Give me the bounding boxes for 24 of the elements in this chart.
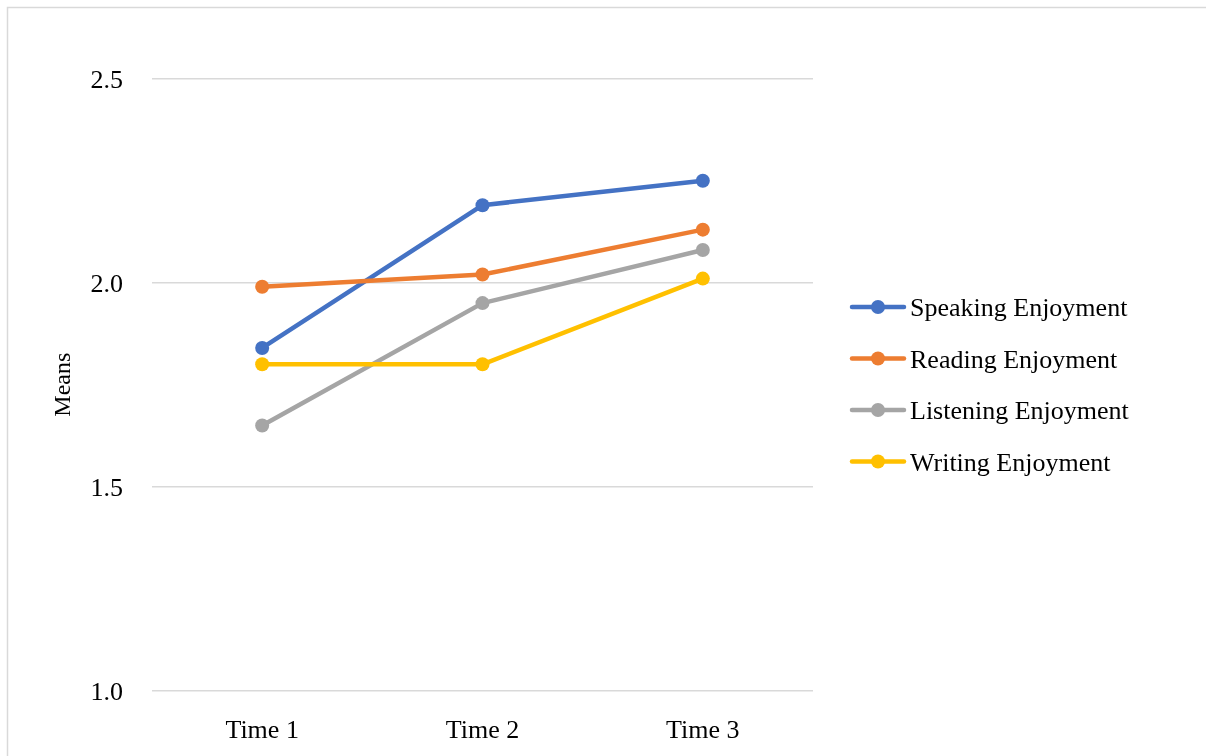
point (695, 222, 710, 237)
legend-label: Listening Enjoyment (910, 396, 1130, 426)
point (475, 296, 490, 311)
y-axis-title: Means (49, 352, 75, 417)
y-tick-label: 1.5 (90, 472, 123, 502)
point (695, 271, 710, 286)
point (255, 357, 270, 372)
point (475, 267, 490, 282)
point (255, 418, 270, 433)
point (475, 357, 490, 372)
x-tick-label: Time 1 (225, 715, 299, 744)
y-tick-label: 2.0 (90, 268, 123, 298)
point (695, 243, 710, 258)
x-tick-label: Time 2 (445, 715, 520, 744)
legend-label: Reading Enjoyment (910, 344, 1119, 374)
point (255, 279, 270, 294)
x-tick-label: Time 3 (666, 715, 740, 744)
point (255, 340, 270, 355)
point (475, 198, 490, 213)
legend-label: Speaking Enjoyment (910, 293, 1129, 323)
y-tick-label: 1.0 (90, 676, 123, 706)
point (695, 173, 710, 188)
legend-label: Writing Enjoyment (910, 447, 1112, 477)
y-tick-label: 2.5 (90, 64, 123, 94)
